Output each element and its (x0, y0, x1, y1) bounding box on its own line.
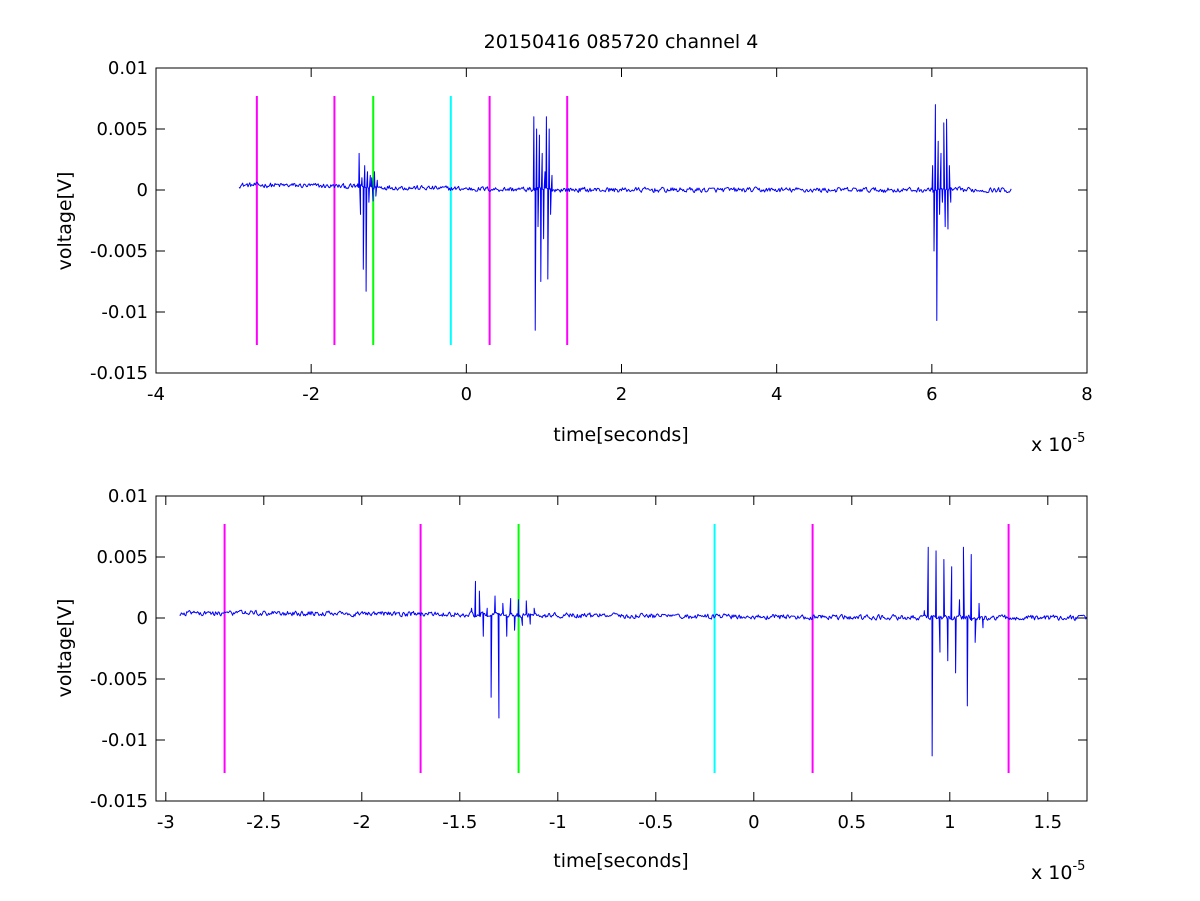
bottom-plot-tick-labels: -3 -2.5 -2 -1.5 -1 -0.5 0 0.5 1 1.5 -0.015 -0.01 -0.… (90, 486, 1062, 833)
bottom-x-multiplier-base: x 10 (1031, 862, 1072, 884)
bottom-y-tick-label: -0.005 (90, 669, 148, 690)
bottom-x-tick-label: 1 (944, 812, 955, 833)
bottom-x-tick-label: -3 (157, 812, 175, 833)
bottom-x-tick-label: 0 (748, 812, 759, 833)
top-x-tick-label: -2 (302, 384, 320, 405)
bottom-plot-markers (223, 524, 1010, 773)
top-y-tick-label: 0 (137, 180, 148, 201)
bottom-x-tick-label: -2 (353, 812, 371, 833)
bottom-plot-panel: -3 -2.5 -2 -1.5 -1 -0.5 0 0.5 1 1.5 -0.015 -0.01 -0.… (54, 486, 1088, 884)
top-plot-panel: -4 -2 0 2 4 6 8 -0.015 -0.01 -0.005 0 0.005 0.01 tim… (54, 58, 1093, 456)
top-x-multiplier-exponent: -5 (1072, 431, 1085, 446)
top-y-tick-label: -0.005 (90, 241, 148, 262)
bottom-x-tick-label: 0.5 (837, 812, 866, 833)
bottom-x-multiplier: x 10-5 (1031, 859, 1085, 884)
top-plot-markers (255, 96, 569, 345)
bottom-x-axis-label: time[seconds] (553, 850, 688, 872)
bottom-x-tick-label: -2.5 (246, 812, 281, 833)
top-x-tick-label: 0 (461, 384, 472, 405)
bottom-y-tick-label: 0.005 (96, 547, 148, 568)
top-x-tick-label: -4 (147, 384, 165, 405)
bottom-y-axis-label: voltage[V] (54, 599, 76, 698)
top-y-tick-label: 0.005 (96, 119, 148, 140)
bottom-y-tick-label: 0.01 (108, 486, 148, 507)
top-voltage-trace (238, 104, 1012, 331)
top-y-axis-label: voltage[V] (54, 172, 76, 271)
chart-title: 20150416 085720 channel 4 (484, 31, 759, 53)
bottom-x-multiplier-exponent: -5 (1072, 859, 1085, 874)
bottom-x-tick-label: -1 (549, 812, 567, 833)
top-x-tick-label: 8 (1081, 384, 1092, 405)
top-x-tick-label: 4 (771, 384, 782, 405)
bottom-plot-series (179, 546, 1088, 757)
top-plot-series (238, 104, 1012, 331)
bottom-x-tick-label: 1.5 (1033, 812, 1062, 833)
bottom-plot-frame (155, 495, 1088, 802)
bottom-x-tick-label: -1.5 (442, 812, 477, 833)
top-plot-area (156, 68, 1087, 373)
top-y-tick-label: -0.015 (90, 363, 148, 384)
bottom-x-tick-label: -0.5 (638, 812, 673, 833)
bottom-voltage-trace (179, 546, 1088, 757)
top-x-tick-label: 6 (926, 384, 937, 405)
top-y-tick-label: -0.01 (101, 302, 148, 323)
bottom-y-tick-label: -0.01 (101, 730, 148, 751)
top-x-axis-label: time[seconds] (553, 424, 688, 446)
top-plot-tick-labels: -4 -2 0 2 4 6 8 -0.015 -0.01 -0.005 0 0.005 0.01 (90, 58, 1093, 405)
top-x-tick-label: 2 (616, 384, 627, 405)
top-x-multiplier: x 10-5 (1031, 431, 1085, 456)
top-y-tick-label: 0.01 (108, 58, 148, 79)
top-plot-frame (155, 67, 1088, 374)
bottom-y-tick-label: 0 (137, 608, 148, 629)
bottom-y-tick-label: -0.015 (90, 791, 148, 812)
top-x-multiplier-base: x 10 (1031, 434, 1072, 456)
